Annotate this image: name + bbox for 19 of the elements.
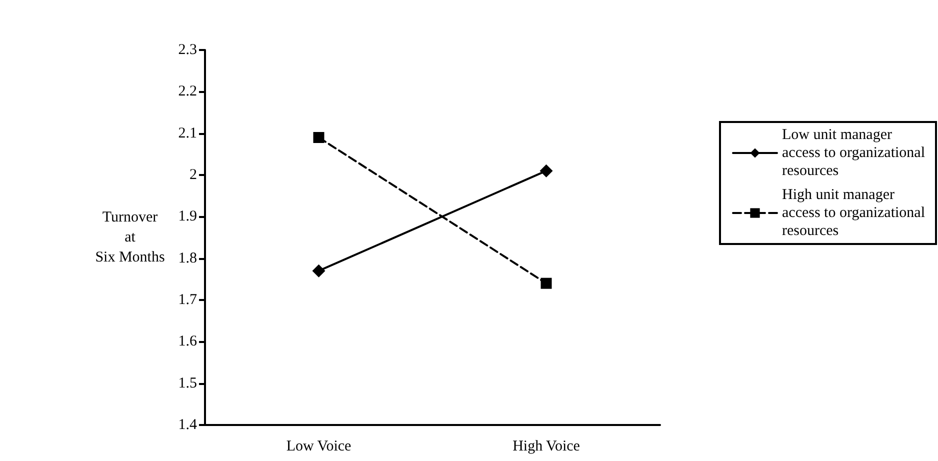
point [540, 278, 552, 289]
y-tick-label: 2.3 [178, 42, 197, 58]
y-axis-title: Turnover at Six Months [95, 210, 165, 266]
legend-label: High unit manager access to organizational resources [782, 187, 929, 239]
y-tick-label: 1.5 [178, 375, 197, 392]
y-tick-label: 2 [190, 167, 197, 183]
x-tick-label: High Voice [512, 438, 580, 454]
y-tick-label: 1.7 [178, 292, 198, 308]
y-tick-label: 1.4 [178, 417, 198, 433]
y-tick-label: 2.2 [178, 84, 197, 100]
y-tick-label: 1.8 [178, 250, 197, 266]
y-tick-label: 2.1 [178, 125, 197, 142]
legend-label: Low unit manager access to organizational resources [782, 127, 929, 179]
y-tick-label: 1.9 [178, 208, 197, 225]
point [313, 132, 324, 143]
point [540, 164, 553, 178]
x-tick-label: Low Voice [286, 438, 352, 454]
point [312, 264, 326, 278]
y-tick-label: 1.6 [178, 334, 198, 350]
